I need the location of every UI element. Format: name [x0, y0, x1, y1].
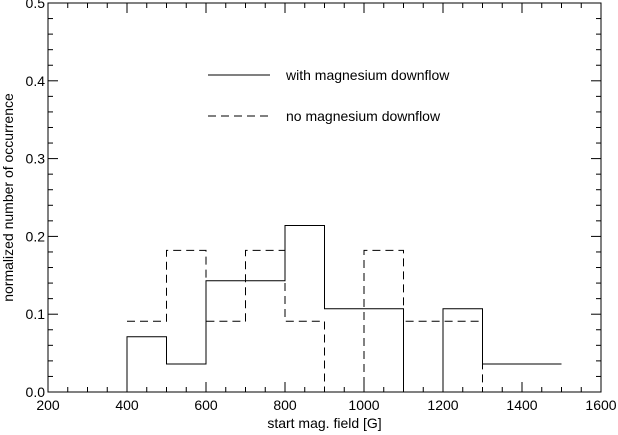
x-tick-label: 1400 [506, 397, 537, 413]
x-tick-label: 400 [115, 397, 139, 413]
x-tick-label: 1000 [348, 397, 379, 413]
plot-border [47, 2, 602, 393]
axis-ticks [47, 2, 602, 393]
y-tick-label: 0.1 [26, 306, 46, 322]
x-tick-label: 800 [273, 397, 297, 413]
y-tick-label: 0.4 [26, 73, 46, 89]
legend: with magnesium downflow no magnesium down… [208, 67, 450, 124]
series-with-magnesium-downflow [107, 225, 562, 393]
tick-labels: 200 400 600 800 1000 1200 1400 1600 0.0 0.1 0.2 0.3… [26, 0, 617, 413]
y-tick-label: 0.2 [26, 228, 46, 244]
y-tick-label: 0.3 [26, 151, 46, 167]
x-tick-label: 200 [36, 397, 60, 413]
y-tick-label: 0.5 [26, 0, 46, 11]
series-no-magnesium-downflow [127, 249, 562, 393]
data-series [107, 225, 562, 393]
y-tick-label: 0.0 [26, 384, 46, 400]
legend-label: no magnesium downflow [286, 108, 441, 124]
x-tick-label: 1200 [427, 397, 458, 413]
x-tick-label: 600 [194, 397, 218, 413]
x-axis-label: start mag. field [G] [267, 415, 381, 431]
y-axis-label: normalized number of occurrence [0, 93, 16, 302]
x-tick-label: 1600 [585, 397, 616, 413]
legend-label: with magnesium downflow [285, 67, 450, 83]
plot-frame [47, 2, 602, 393]
